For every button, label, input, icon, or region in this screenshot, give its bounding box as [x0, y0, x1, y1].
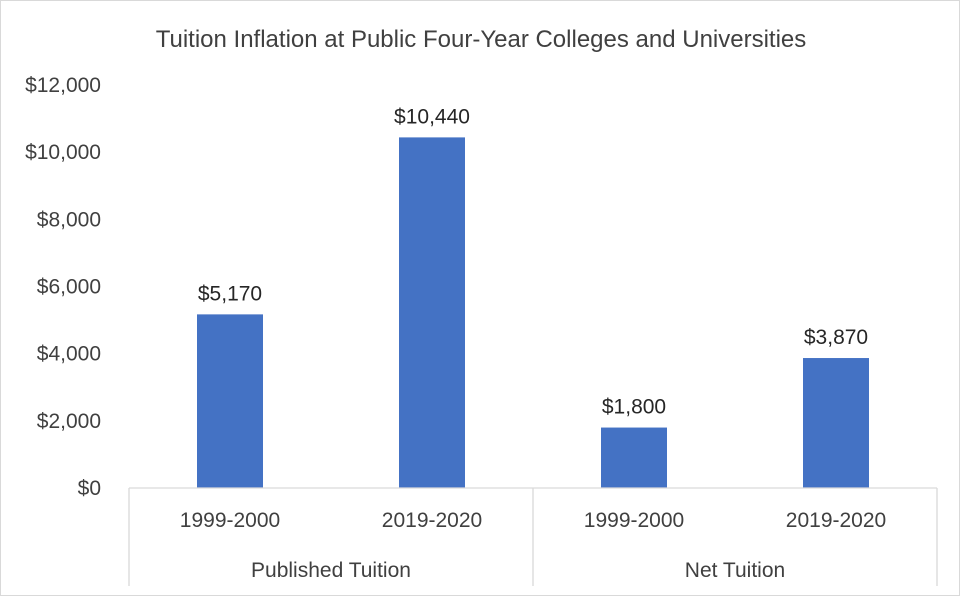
bar — [399, 137, 465, 488]
x-category-label: 1999-2000 — [584, 509, 684, 532]
y-tick-label: $0 — [78, 477, 101, 500]
y-tick-label: $4,000 — [37, 343, 101, 366]
x-category-label: 2019-2020 — [786, 509, 886, 532]
x-group-label: Published Tuition — [251, 559, 411, 582]
x-category-label: 1999-2000 — [180, 509, 280, 532]
y-axis-tick-labels: $0 $2,000 $4,000 $6,000 $8,000 $10,000 $12,000 — [25, 74, 101, 500]
y-tick-label: $6,000 — [37, 276, 101, 299]
data-label: $5,170 — [198, 282, 262, 305]
y-tick-label: $12,000 — [25, 74, 101, 97]
bars-group — [197, 137, 869, 488]
chart-title: Tuition Inflation at Public Four-Year Co… — [156, 26, 807, 53]
y-tick-label: $2,000 — [37, 410, 101, 433]
bar — [601, 427, 667, 488]
data-label: $10,440 — [394, 105, 470, 128]
bar — [197, 314, 263, 488]
x-axis: 1999-2000 2019-2020 1999-2000 2019-2020 Publ… — [128, 487, 938, 586]
y-tick-label: $10,000 — [25, 141, 101, 164]
data-label: $1,800 — [602, 396, 666, 419]
y-tick-label: $8,000 — [37, 208, 101, 231]
data-labels-group: $5,170 $10,440 $1,800 $3,870 — [198, 105, 868, 418]
x-category-label: 2019-2020 — [382, 509, 482, 532]
x-group-label: Net Tuition — [685, 559, 785, 582]
bar — [803, 358, 869, 488]
data-label: $3,870 — [804, 326, 868, 349]
